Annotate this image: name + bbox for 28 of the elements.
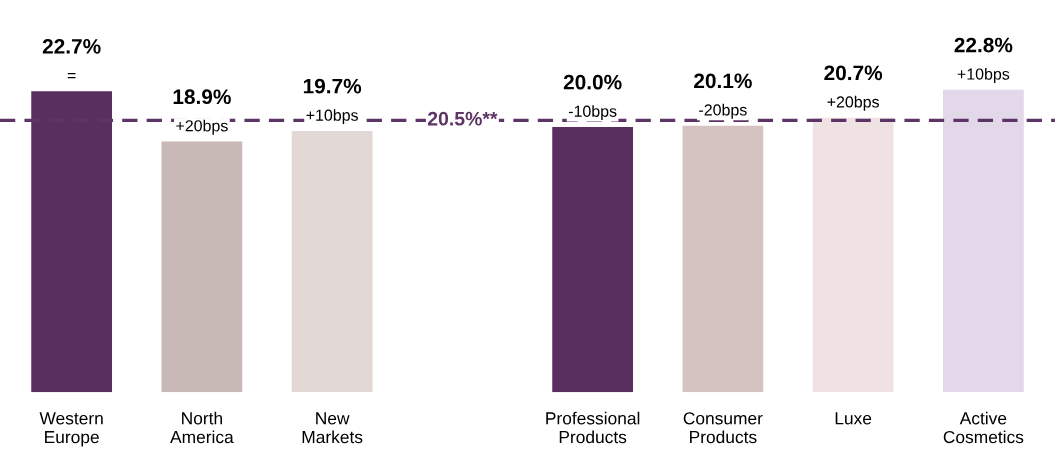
data-label: 22.7%: [42, 38, 101, 54]
bar: [812, 117, 894, 393]
data-label: 18.9%: [173, 89, 231, 105]
x-tick-label: Consumer Products: [683, 412, 763, 444]
x-tick-label: North America: [170, 411, 234, 444]
x-tick-label: New Markets: [302, 412, 363, 444]
data-label: 20.7%: [824, 65, 883, 81]
annotation: -10bps: [568, 105, 617, 121]
data-label: 20.0%: [563, 74, 622, 90]
bar: [682, 125, 764, 393]
x-tick-label: Active Cosmetics: [943, 411, 1024, 444]
annotation: =: [67, 73, 76, 79]
annotation: +20bps: [827, 95, 879, 111]
data-label: 19.7%: [303, 78, 362, 94]
annotation: +20bps: [176, 119, 228, 135]
x-tick-label: Professional Products: [546, 411, 640, 444]
ref-line-label: 20.5%**: [427, 111, 498, 126]
annotation: +10bps: [306, 109, 358, 125]
x-tick-label: Luxe: [835, 412, 872, 425]
data-label: 22.8%: [954, 37, 1013, 53]
bar: [942, 89, 1024, 393]
x-tick-label: Western Europe: [39, 412, 103, 447]
bar: [161, 141, 243, 393]
bar: [552, 126, 633, 393]
data-label: 20.1%: [694, 73, 752, 89]
annotation: +10bps: [957, 68, 1010, 83]
annotation: -20bps: [699, 103, 747, 119]
bar: [291, 130, 373, 393]
